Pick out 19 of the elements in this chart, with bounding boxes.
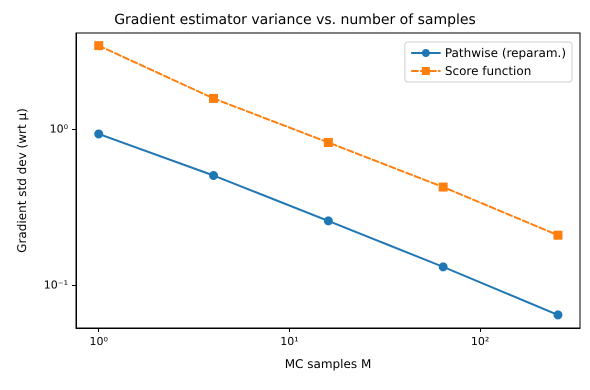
x-axis-title: MC samples M xyxy=(284,357,372,371)
x-tick-label: 10² xyxy=(470,335,490,348)
x-tick-label: 10¹ xyxy=(280,335,299,348)
point xyxy=(209,94,218,103)
point xyxy=(209,171,218,180)
y-tick-label: 10⁻¹ xyxy=(44,278,68,292)
legend-label: Score function xyxy=(444,64,532,78)
x-tick-label: 10⁰ xyxy=(90,335,109,348)
point xyxy=(438,262,448,272)
point xyxy=(324,216,333,226)
point xyxy=(94,41,104,50)
point xyxy=(324,138,333,147)
point xyxy=(553,310,562,320)
chart-title: Gradient estimator variance vs. number of samples xyxy=(114,12,476,28)
y-axis-title: Gradient std dev (wrt μ) xyxy=(15,108,29,253)
point xyxy=(438,182,448,192)
legend-label: Pathwise (reparam.) xyxy=(444,46,566,60)
point xyxy=(553,230,562,240)
point xyxy=(94,129,104,138)
